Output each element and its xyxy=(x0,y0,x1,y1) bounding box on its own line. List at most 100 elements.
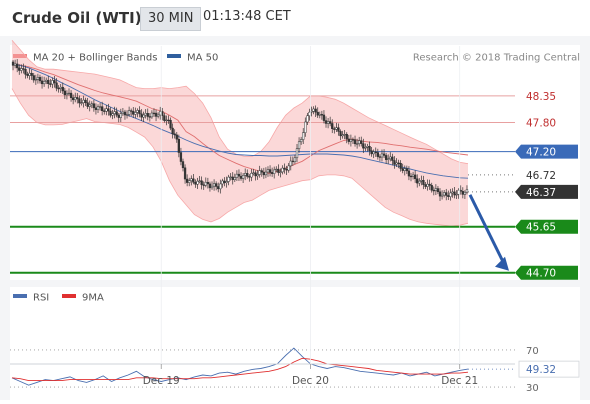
forecast-arrow xyxy=(468,194,509,271)
candle-body xyxy=(98,106,102,108)
candle xyxy=(438,188,442,201)
candle xyxy=(76,93,79,104)
candle-body xyxy=(264,171,268,176)
ma50-legend-swatch xyxy=(167,54,181,58)
candle-body xyxy=(215,183,218,187)
candle-body xyxy=(146,113,149,117)
candle-body xyxy=(316,111,319,116)
candle xyxy=(409,172,413,182)
rsi-current-tag-background xyxy=(518,360,580,378)
candle-body xyxy=(169,119,172,129)
candle xyxy=(376,148,379,160)
forecast-arrow-shaft xyxy=(468,194,507,267)
candle xyxy=(453,187,456,199)
candle-body xyxy=(306,115,309,123)
candle-body xyxy=(26,74,29,76)
rsi-lines xyxy=(11,347,515,386)
candle xyxy=(156,112,160,119)
candle-body xyxy=(378,156,382,158)
candle-body xyxy=(447,195,450,197)
candle-body xyxy=(225,181,228,184)
candle-body xyxy=(34,79,37,81)
candle-body xyxy=(411,174,415,177)
candle-body xyxy=(374,151,377,153)
candle xyxy=(293,154,297,165)
x-tick-label: Dec 20 xyxy=(292,375,329,387)
candle-body xyxy=(422,180,425,185)
candle xyxy=(389,152,392,162)
candle-body xyxy=(341,134,344,137)
candle xyxy=(47,75,50,89)
candle-body xyxy=(416,178,419,184)
candle-body xyxy=(69,92,73,98)
candle xyxy=(345,132,348,144)
candle-body xyxy=(156,114,160,117)
candle-body xyxy=(254,172,257,177)
candle xyxy=(337,123,340,136)
candle-body xyxy=(117,114,120,118)
candle-body xyxy=(349,139,353,142)
candle xyxy=(275,166,278,173)
candle-body xyxy=(270,172,274,174)
candle xyxy=(32,72,35,83)
candle-body xyxy=(364,147,367,149)
candle xyxy=(113,106,116,119)
candle-body xyxy=(181,161,185,169)
candle xyxy=(326,118,330,129)
price-level-tag-background xyxy=(515,265,578,280)
candle xyxy=(30,69,33,80)
candle xyxy=(18,64,21,75)
candle-body xyxy=(358,140,361,144)
candle-body xyxy=(200,180,203,186)
candle-body xyxy=(324,120,328,124)
candle xyxy=(24,65,27,79)
candle-body xyxy=(121,111,125,114)
candle-body xyxy=(136,110,139,113)
candle-body xyxy=(192,178,195,183)
candle-body xyxy=(175,134,178,140)
candle xyxy=(221,178,224,188)
candle xyxy=(217,182,220,193)
candle-body xyxy=(285,168,288,171)
candle xyxy=(181,158,185,172)
price-level-tag-background xyxy=(515,144,578,159)
candle xyxy=(152,108,156,117)
candle xyxy=(426,179,429,191)
candle xyxy=(254,170,257,181)
candle-body xyxy=(333,128,336,130)
candle xyxy=(53,75,56,88)
candle xyxy=(302,128,305,145)
candle xyxy=(405,165,409,174)
rsi-ma-legend-swatch xyxy=(62,294,76,298)
candle-body xyxy=(237,173,241,177)
candle-body xyxy=(318,114,321,116)
candle-body xyxy=(395,162,398,165)
rsi-tick-label: 70 xyxy=(526,346,539,357)
candle xyxy=(258,165,261,178)
candle xyxy=(59,83,62,93)
timeframe-badge[interactable]: 30 MIN xyxy=(140,7,202,31)
chart-area: MA 20 + Bollinger Bands MA 50 Research ©… xyxy=(0,36,590,400)
candle-body xyxy=(384,155,388,160)
candle-body xyxy=(262,171,265,176)
candle-body xyxy=(88,104,91,107)
candle-body xyxy=(347,138,350,142)
candle-body xyxy=(279,171,282,173)
candle-body xyxy=(80,102,83,104)
x-tick-label: Dec 21 xyxy=(441,375,478,387)
candle xyxy=(335,122,338,132)
candle-body xyxy=(426,183,429,187)
candle-body xyxy=(123,111,127,116)
candle xyxy=(407,166,411,181)
candle-body xyxy=(61,86,64,92)
candle-body xyxy=(18,67,21,71)
candle xyxy=(316,107,319,118)
candle xyxy=(185,174,189,187)
candle-body xyxy=(337,127,340,132)
candle-body xyxy=(59,86,62,89)
candle xyxy=(401,163,404,174)
candle-body xyxy=(295,148,299,159)
candle xyxy=(117,112,120,123)
candle-body xyxy=(82,99,85,103)
candle-body xyxy=(208,183,212,189)
